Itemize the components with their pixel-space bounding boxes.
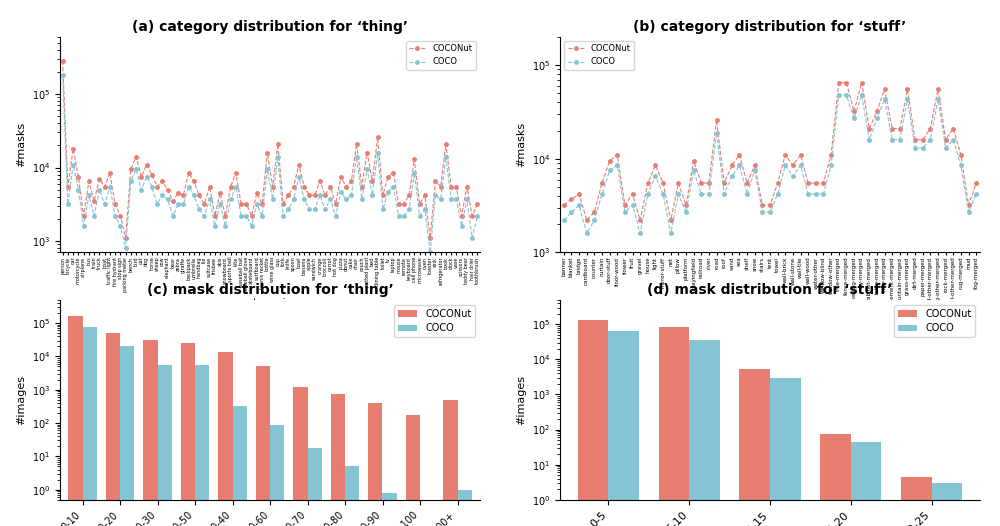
Legend: COCONut, COCO: COCONut, COCO xyxy=(894,305,975,337)
COCO xyxy=(581,230,593,237)
X-axis label: categories: categories xyxy=(741,324,799,334)
Line: COCO: COCO xyxy=(562,93,978,235)
COCO xyxy=(429,192,441,198)
COCO xyxy=(970,191,982,197)
Bar xyxy=(406,414,420,526)
Y-axis label: #images: #images xyxy=(16,375,26,425)
Bar xyxy=(195,365,209,526)
COCONut xyxy=(642,180,654,186)
COCONut xyxy=(57,58,69,64)
COCONut xyxy=(581,217,593,224)
Bar xyxy=(382,493,397,526)
COCO xyxy=(940,145,952,151)
COCO xyxy=(665,230,677,237)
Legend: COCONut, COCO: COCONut, COCO xyxy=(394,305,475,337)
Bar xyxy=(308,448,322,526)
COCO xyxy=(309,206,321,213)
Title: (a) category distribution for ‘thing’: (a) category distribution for ‘thing’ xyxy=(132,21,408,34)
Bar xyxy=(739,369,770,526)
Bar xyxy=(820,434,851,526)
COCO xyxy=(963,209,975,215)
COCO xyxy=(558,217,570,224)
Bar xyxy=(232,406,247,526)
COCONut xyxy=(940,136,952,143)
COCONut xyxy=(330,201,342,207)
Y-axis label: #masks: #masks xyxy=(516,122,526,167)
Bar xyxy=(82,327,97,526)
Bar xyxy=(158,365,172,526)
Bar xyxy=(578,320,608,526)
COCONut xyxy=(665,217,677,224)
COCONut xyxy=(471,201,483,207)
COCONut xyxy=(429,178,441,185)
Bar xyxy=(181,343,195,526)
COCONut xyxy=(833,79,845,86)
Line: COCONut: COCONut xyxy=(562,81,978,222)
COCONut xyxy=(558,202,570,208)
COCO xyxy=(424,249,436,256)
Bar xyxy=(293,387,308,526)
COCO xyxy=(642,191,654,197)
Bar xyxy=(218,351,232,526)
Y-axis label: #images: #images xyxy=(516,375,526,425)
COCO xyxy=(833,92,845,98)
Bar xyxy=(120,347,134,526)
Title: (b) category distribution for ‘stuff’: (b) category distribution for ‘stuff’ xyxy=(633,21,907,34)
COCO xyxy=(718,191,730,197)
COCO xyxy=(303,206,315,213)
Bar xyxy=(368,403,382,526)
COCO xyxy=(240,213,252,219)
Bar xyxy=(68,316,82,526)
Legend: COCONut, COCO: COCONut, COCO xyxy=(406,41,476,70)
COCONut xyxy=(120,235,132,241)
COCO xyxy=(324,196,336,203)
COCONut xyxy=(611,151,623,158)
COCONut xyxy=(970,180,982,186)
COCO xyxy=(57,72,69,78)
COCONut xyxy=(718,180,730,186)
Title: (d) mask distribution for ‘stuff’: (d) mask distribution for ‘stuff’ xyxy=(647,284,893,297)
Line: COCO: COCO xyxy=(61,74,479,254)
Bar xyxy=(256,367,270,526)
Bar xyxy=(851,442,881,526)
Bar xyxy=(659,327,689,526)
Bar xyxy=(270,424,284,526)
Bar xyxy=(331,394,345,526)
Bar xyxy=(901,477,932,526)
COCO xyxy=(611,162,623,168)
COCONut xyxy=(246,213,258,219)
Legend: COCONut, COCO: COCONut, COCO xyxy=(564,41,634,70)
Bar xyxy=(458,490,472,526)
COCO xyxy=(471,213,483,219)
Title: (c) mask distribution for ‘thing’: (c) mask distribution for ‘thing’ xyxy=(147,284,393,297)
Bar xyxy=(770,378,801,526)
Bar xyxy=(689,340,720,526)
Bar xyxy=(608,331,639,526)
Bar xyxy=(345,467,359,526)
COCONut xyxy=(963,202,975,208)
Bar xyxy=(106,333,120,526)
COCO xyxy=(340,196,352,203)
COCONut xyxy=(309,192,321,198)
COCONut xyxy=(345,178,357,185)
COCONut xyxy=(314,178,326,185)
X-axis label: categories: categories xyxy=(241,298,299,308)
Y-axis label: #masks: #masks xyxy=(16,122,26,167)
Bar xyxy=(143,340,158,526)
Bar xyxy=(932,483,962,526)
Bar xyxy=(443,400,458,526)
Line: COCONut: COCONut xyxy=(61,59,479,240)
